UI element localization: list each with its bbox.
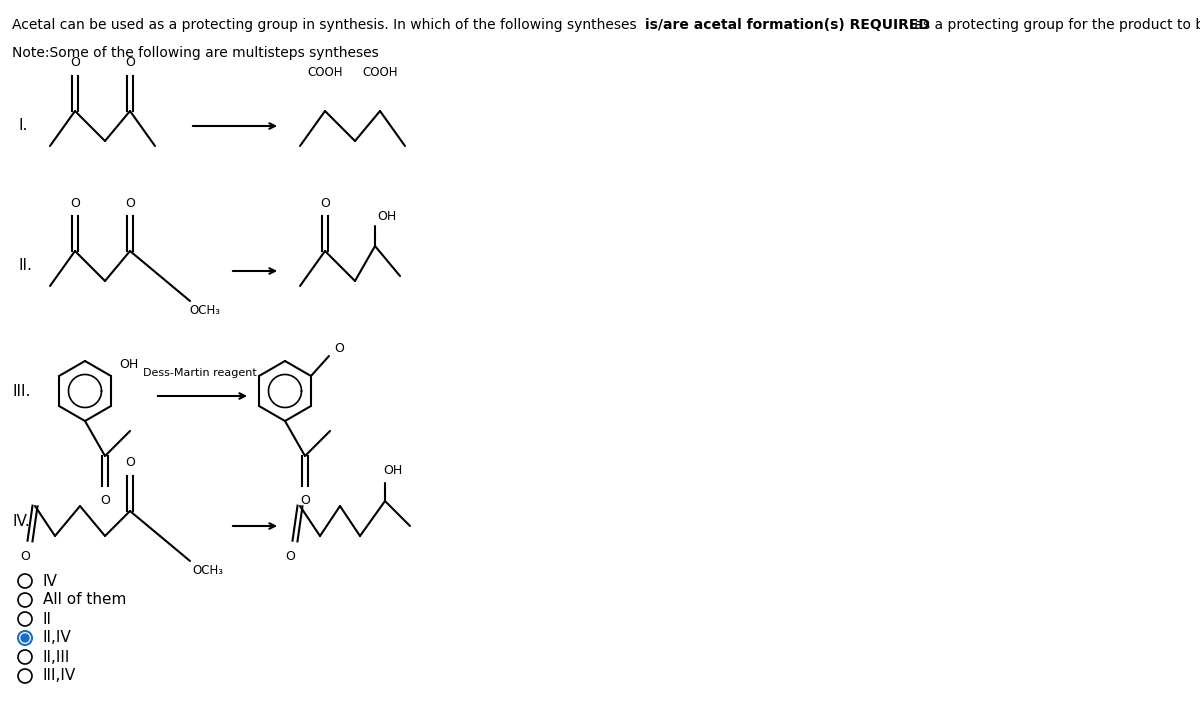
Text: OH: OH bbox=[377, 210, 397, 222]
Text: I.: I. bbox=[18, 119, 28, 133]
Text: O: O bbox=[125, 457, 134, 469]
Text: O: O bbox=[286, 549, 295, 563]
Text: II: II bbox=[43, 611, 52, 626]
Text: OH: OH bbox=[383, 465, 403, 477]
Text: COOH: COOH bbox=[362, 66, 397, 80]
Text: is/are acetal formation(s) REQUIRED: is/are acetal formation(s) REQUIRED bbox=[646, 18, 930, 32]
Circle shape bbox=[22, 634, 29, 642]
Text: III,IV: III,IV bbox=[43, 669, 77, 683]
Text: O: O bbox=[70, 196, 80, 210]
Text: O: O bbox=[20, 549, 30, 563]
Text: O: O bbox=[100, 494, 110, 508]
Text: O: O bbox=[300, 494, 310, 508]
Text: All of them: All of them bbox=[43, 592, 126, 607]
Text: II,III: II,III bbox=[43, 650, 71, 664]
Text: O: O bbox=[334, 342, 344, 354]
Text: II.: II. bbox=[18, 258, 32, 273]
Text: Note:Some of the following are multisteps syntheses: Note:Some of the following are multistep… bbox=[12, 46, 379, 60]
Text: OCH₃: OCH₃ bbox=[190, 304, 221, 318]
Text: OCH₃: OCH₃ bbox=[192, 565, 223, 578]
Text: II,IV: II,IV bbox=[43, 630, 72, 645]
Text: as a protecting group for the product to be formed?: as a protecting group for the product to… bbox=[910, 18, 1200, 32]
Text: O: O bbox=[320, 196, 330, 210]
Text: O: O bbox=[125, 196, 134, 210]
Text: IV.: IV. bbox=[12, 513, 30, 529]
Text: IV: IV bbox=[43, 573, 58, 589]
Text: OH: OH bbox=[119, 357, 139, 371]
Text: O: O bbox=[70, 56, 80, 69]
Text: COOH: COOH bbox=[307, 66, 343, 80]
Text: Dess-Martin reagent: Dess-Martin reagent bbox=[143, 368, 257, 378]
Text: O: O bbox=[125, 56, 134, 69]
Text: Acetal can be used as a protecting group in synthesis. In which of the following: Acetal can be used as a protecting group… bbox=[12, 18, 641, 32]
Circle shape bbox=[18, 631, 32, 645]
Text: III.: III. bbox=[12, 383, 30, 398]
